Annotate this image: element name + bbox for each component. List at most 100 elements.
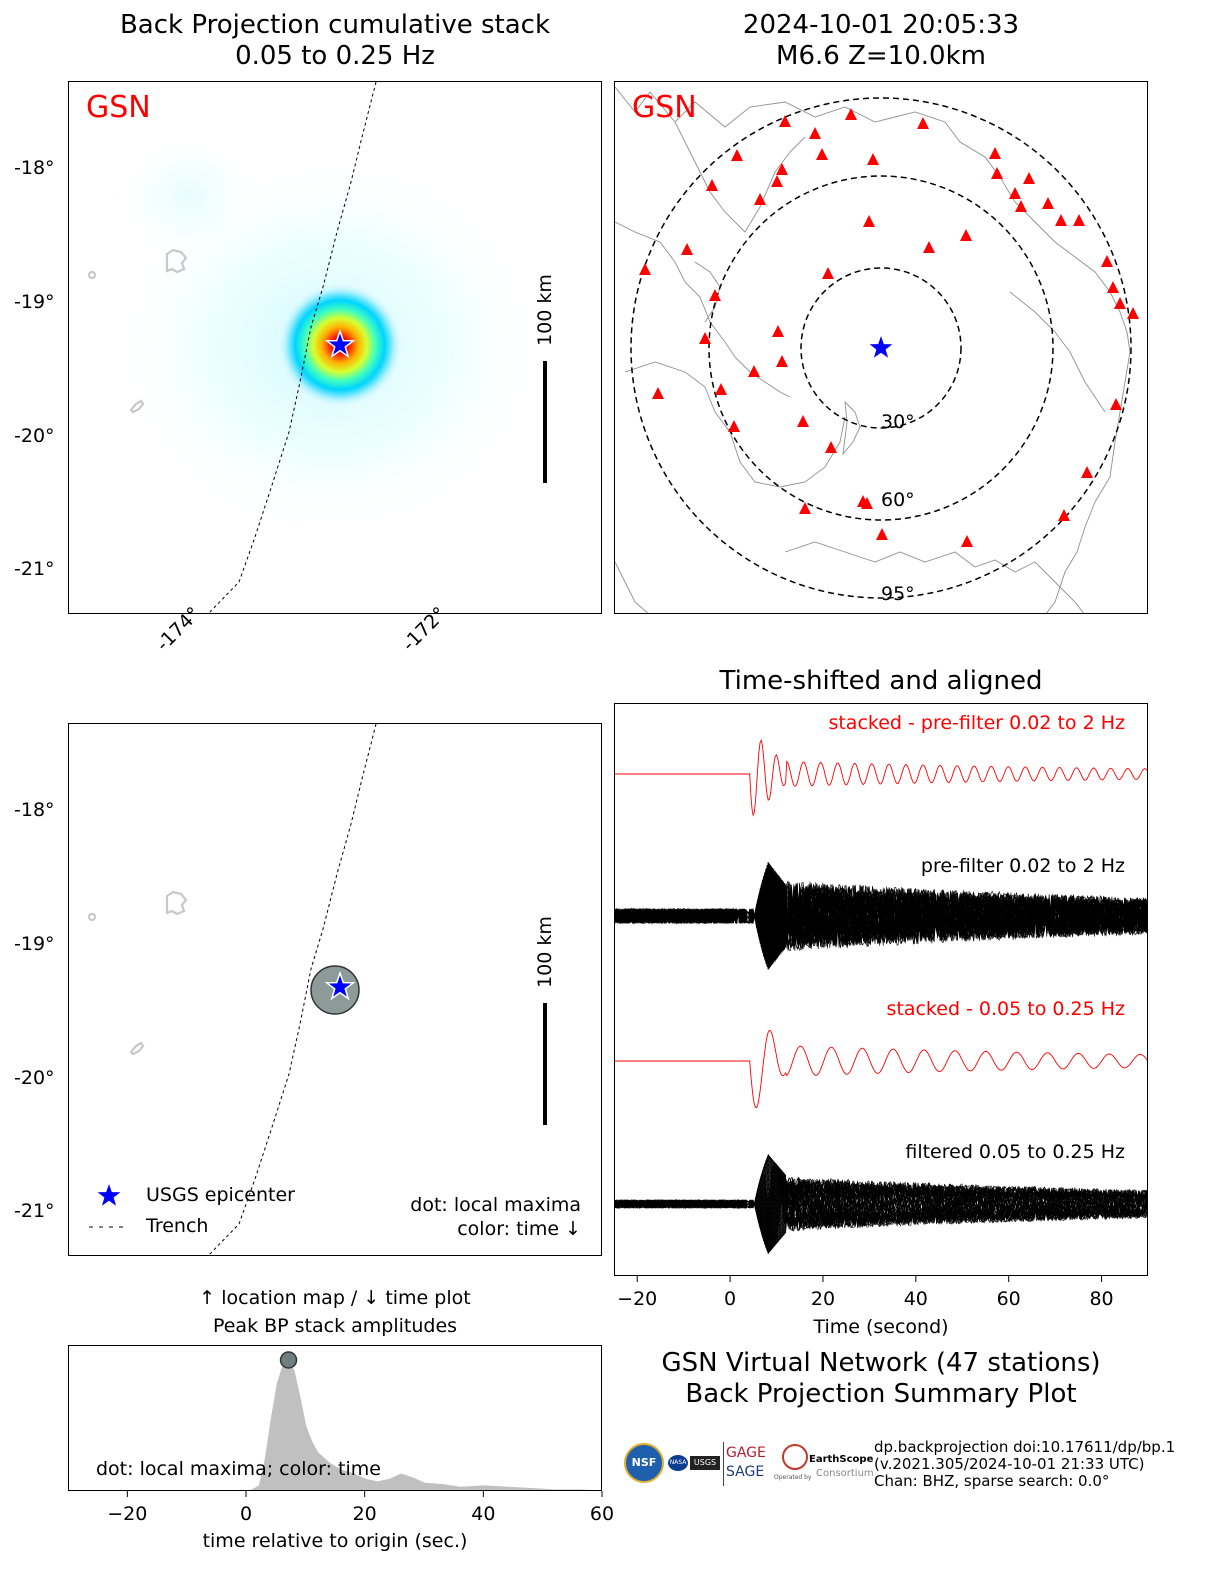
- station-marker: [825, 441, 837, 453]
- bp-title-line1: Back Projection cumulative stack: [119, 10, 551, 40]
- island-outline-3: [87, 890, 188, 1056]
- waveform-tick-label: 20: [811, 1288, 835, 1310]
- station-marker: [1055, 214, 1067, 226]
- peak-xlabel: time relative to origin (sec.): [202, 1530, 468, 1552]
- station-marker: [867, 153, 879, 165]
- operated-by: Operated by: [774, 1474, 812, 1481]
- ring-30: [800, 267, 962, 429]
- footer-line3: Chan: BHZ, sparse search: 0.0°: [874, 1472, 1110, 1490]
- sage-logo: SAGE: [726, 1464, 765, 1480]
- station-marker: [748, 365, 760, 377]
- station-marker: [1127, 307, 1139, 319]
- station-marker: [923, 241, 935, 253]
- ring-95: [630, 97, 1132, 599]
- lat-tick-2: -19°: [14, 291, 55, 313]
- lat-tick-3-4: -21°: [14, 1200, 55, 1222]
- station-marker: [991, 167, 1003, 179]
- waveform-tick-label: −20: [617, 1288, 657, 1310]
- peak-amplitude-area: [250, 1360, 591, 1490]
- waveform-x-axis: −20 0 20 40 60 80: [617, 1276, 1114, 1310]
- peak-tick-label: 40: [471, 1503, 495, 1525]
- waveform-title: Time-shifted and aligned: [719, 666, 1043, 696]
- usgs-logo: USGS: [690, 1456, 720, 1470]
- local-maxima-panel: 100 km USGS epicenter Trench dot: local …: [68, 723, 602, 1256]
- waveform-tick-label: 40: [904, 1288, 928, 1310]
- lat-tick-1: -18°: [14, 157, 55, 179]
- station-marker: [845, 108, 857, 120]
- station-marker: [754, 193, 766, 205]
- station-marker: [772, 325, 784, 337]
- earthscope-icon: [782, 1444, 808, 1470]
- lat-tick-3: -20°: [14, 425, 55, 447]
- summary-line1: GSN Virtual Network (47 stations): [661, 1348, 1101, 1378]
- legend-epicenter-label: USGS epicenter: [146, 1184, 295, 1206]
- local-maxima-svg: [87, 724, 547, 1255]
- scale-label-3: 100 km: [534, 916, 556, 988]
- lat-tick-3-2: -19°: [14, 933, 55, 955]
- epicenter-star-3: [324, 970, 356, 1001]
- station-markers: [639, 108, 1139, 547]
- station-marker: [816, 148, 828, 160]
- network-label-2: GSN: [632, 90, 697, 125]
- station-marker: [731, 149, 743, 161]
- footer: dp.backprojection doi:10.17611/dp/bp.1 (…: [874, 1439, 1175, 1490]
- peak-title: ↑ location map / ↓ time plot Peak BP sta…: [68, 1284, 602, 1340]
- peak-title-line2: Peak BP stack amplitudes: [212, 1315, 458, 1337]
- station-marker: [771, 175, 783, 187]
- peak-tick-label: 20: [353, 1503, 377, 1525]
- peak-x-axis: −20 0 20 40 60: [107, 1491, 614, 1525]
- station-marker: [989, 147, 1001, 159]
- peak-title-line1: ↑ location map / ↓ time plot: [199, 1287, 471, 1309]
- peak-tick-label: 60: [590, 1503, 614, 1525]
- note-color: color: time ↓: [457, 1218, 581, 1240]
- footer-line2: (v.2021.305/2024-10-01 21:33 UTC): [874, 1455, 1145, 1473]
- nasa-logo: NASA: [668, 1455, 688, 1471]
- station-marker: [1073, 214, 1085, 226]
- waveform-xlabel: Time (second): [813, 1316, 949, 1338]
- ring-60: [708, 175, 1054, 521]
- island-outline: [87, 248, 188, 414]
- bp-heatmap-panel: GSN 100 km: [68, 81, 602, 614]
- gage-logo: GAGE: [726, 1445, 766, 1461]
- footer-line1: dp.backprojection doi:10.17611/dp/bp.1: [874, 1438, 1176, 1456]
- scale-label-1: 100 km: [534, 274, 556, 346]
- note-dot: dot: local maxima: [410, 1194, 581, 1216]
- series-label-3: stacked - 0.05 to 0.25 Hz: [886, 998, 1125, 1020]
- station-marker: [699, 332, 711, 344]
- network-label-1: GSN: [86, 90, 151, 125]
- station-marker: [1107, 281, 1119, 293]
- station-marker: [1114, 297, 1126, 309]
- station-marker: [809, 127, 821, 139]
- waveform-tick-label: 80: [1089, 1288, 1113, 1310]
- peak-tick-label: 0: [240, 1503, 252, 1525]
- series-prefilter: [615, 861, 1147, 970]
- station-marker: [863, 215, 875, 227]
- station-marker: [1110, 398, 1122, 410]
- event-title-line1: 2024-10-01 20:05:33: [742, 10, 1020, 40]
- lat-tick-3-3: -20°: [14, 1067, 55, 1089]
- peak-note: dot: local maxima; color: time: [96, 1458, 381, 1480]
- series-stacked-filtered: [615, 1029, 1147, 1109]
- station-marker: [917, 117, 929, 129]
- summary-line2: Back Projection Summary Plot: [685, 1379, 1077, 1409]
- peak-tick-label: −20: [107, 1503, 147, 1525]
- station-map-svg: 30° 60° 95°: [615, 86, 1139, 613]
- station-marker: [728, 420, 740, 432]
- station-marker: [876, 528, 888, 540]
- station-marker: [1015, 200, 1027, 212]
- ring-label-95: 95°: [881, 583, 915, 605]
- series-filtered: [615, 1153, 1147, 1255]
- coastlines: [615, 86, 1131, 613]
- station-marker: [857, 495, 869, 507]
- station-marker: [776, 355, 788, 367]
- station-marker: [706, 179, 718, 191]
- series-stacked-prefilter: [615, 739, 1147, 817]
- station-marker: [639, 263, 651, 275]
- ring-label-30: 30°: [881, 411, 915, 433]
- heat-halo-upper: [119, 137, 259, 257]
- bp-heatmap-svg: [87, 82, 547, 613]
- lat-tick-3-1: -18°: [14, 799, 55, 821]
- station-marker: [1081, 466, 1093, 478]
- event-title-line2: M6.6 Z=10.0km: [776, 41, 986, 71]
- consortium-logo: Consortium: [816, 1468, 874, 1479]
